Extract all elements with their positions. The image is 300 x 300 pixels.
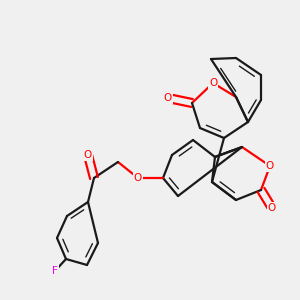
Text: F: F bbox=[52, 266, 58, 276]
Text: O: O bbox=[84, 150, 92, 160]
Text: O: O bbox=[209, 78, 217, 88]
Text: O: O bbox=[164, 93, 172, 103]
Text: O: O bbox=[266, 161, 274, 171]
Text: O: O bbox=[134, 173, 142, 183]
Text: O: O bbox=[268, 203, 276, 213]
